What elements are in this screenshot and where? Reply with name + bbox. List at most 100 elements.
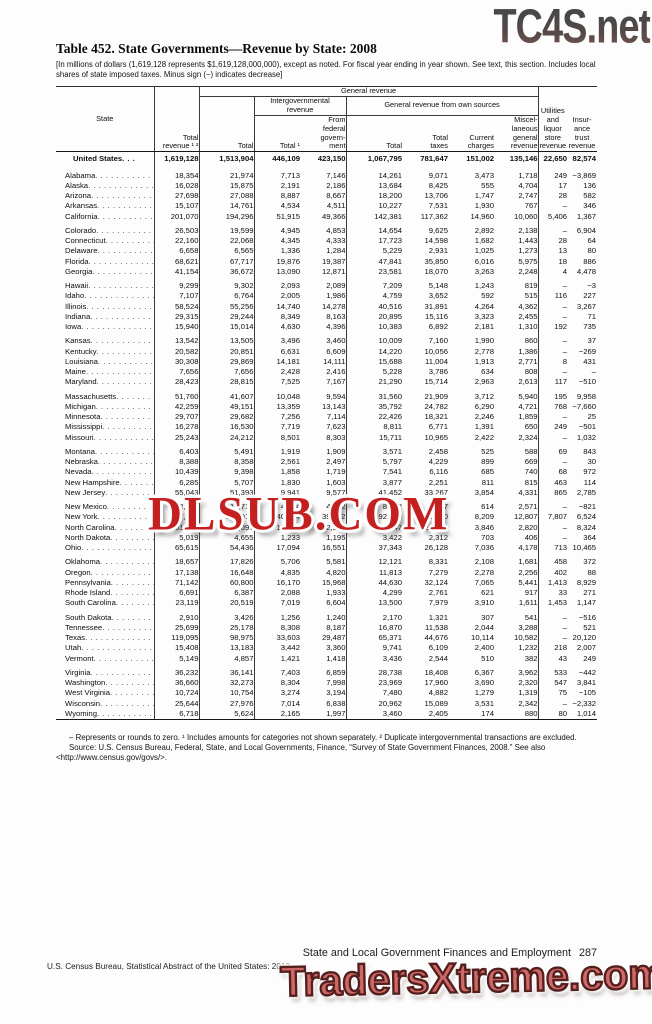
- value-cell: 2,138: [494, 225, 539, 237]
- value-cell: −7,660: [572, 401, 597, 411]
- value-cell: 15,968: [300, 577, 347, 589]
- value-cell: 23,581: [378, 266, 402, 276]
- value-cell: 1,014: [567, 708, 598, 721]
- value-cell: 6,892: [428, 322, 448, 332]
- state-label: Indiana: [56, 311, 155, 323]
- leader-dots: [98, 457, 154, 467]
- value-cell: 271: [583, 588, 597, 598]
- value-cell: 2,428: [280, 367, 300, 377]
- state-label: Alabama: [56, 170, 155, 181]
- value-cell: 382: [494, 653, 539, 664]
- value-cell: 28,815: [199, 377, 255, 388]
- value-cell: 2,186: [300, 180, 347, 192]
- value-cell: 18,070: [424, 266, 448, 276]
- value-cell: 24,782: [424, 401, 448, 411]
- value-cell: 1,421: [280, 653, 300, 663]
- col-header-intergov-total: Total ¹: [254, 115, 300, 153]
- value-cell: 7,979: [428, 598, 448, 608]
- value-cell: 6,109: [428, 643, 448, 653]
- value-cell: 7,525: [280, 377, 300, 387]
- state-label: Nebraska: [56, 457, 155, 468]
- value-cell: 3,846: [474, 522, 494, 532]
- value-cell: 4,857: [199, 653, 255, 664]
- col-header-own-sources: General revenue from own sources: [346, 96, 539, 116]
- value-cell: 1,284: [300, 246, 347, 257]
- value-cell: 9,299: [154, 281, 200, 292]
- value-cell: 2,251: [428, 477, 448, 487]
- value-cell: 32,124: [424, 577, 448, 587]
- value-cell: 35,792: [378, 401, 402, 411]
- value-cell: 14,278: [300, 301, 347, 312]
- value-cell: 13,143: [300, 401, 347, 413]
- value-cell: 9,577: [300, 487, 347, 499]
- value-cell: 36,672: [199, 266, 255, 278]
- value-cell: 1,418: [300, 653, 347, 664]
- value-cell: 6,403: [154, 446, 200, 458]
- value-cell: 20,120: [572, 633, 597, 643]
- value-cell: 7,807: [547, 512, 568, 522]
- value-cell: 621: [481, 588, 494, 598]
- value-cell: 17,138: [154, 567, 200, 578]
- value-cell: 6,367: [474, 667, 494, 677]
- value-cell: 2,342: [494, 698, 539, 709]
- state-label: Massachusetts: [56, 391, 155, 402]
- col-header-general-revenue: General revenue: [199, 86, 539, 97]
- state-label: Minnesota: [56, 412, 155, 423]
- value-cell: 402: [554, 567, 568, 577]
- value-cell: 1,273: [494, 246, 539, 257]
- value-cell: –: [562, 522, 568, 532]
- value-cell: 6,565: [199, 246, 255, 257]
- value-cell: 510: [481, 653, 494, 663]
- value-cell: 37: [587, 336, 597, 346]
- leader-dots: [100, 557, 153, 567]
- value-cell: 1,513,904: [199, 151, 255, 167]
- value-cell: 13,090: [276, 266, 300, 276]
- value-cell: 36,141: [199, 667, 255, 679]
- value-cell: 25: [587, 412, 597, 422]
- value-cell: 21,909: [424, 391, 448, 401]
- value-cell: 14,111: [300, 356, 347, 368]
- state-label: Alaska: [56, 180, 155, 192]
- leader-dots: [97, 246, 153, 256]
- value-cell: 174: [448, 708, 494, 721]
- state-label: Utah: [56, 643, 155, 654]
- value-cell: −3,869: [572, 170, 597, 180]
- value-cell: 5,707: [199, 477, 255, 488]
- leader-dots: [91, 191, 153, 201]
- value-cell: 195: [554, 391, 568, 401]
- value-cell: 2,820: [494, 522, 539, 533]
- page-header-line: State and Local Government Finances and …: [0, 947, 597, 959]
- value-cell: 88: [587, 567, 597, 577]
- col-header-current-charges: Current charges: [448, 115, 494, 153]
- leader-dots: [81, 643, 153, 653]
- state-label: North Carolina: [56, 522, 155, 533]
- col-header-utilities: Utilities and liquor store revenue: [538, 85, 568, 153]
- value-cell: 819: [494, 281, 539, 292]
- value-cell: 11,538: [425, 622, 448, 632]
- value-cell: 92,386: [378, 512, 402, 522]
- value-cell: −3: [587, 281, 597, 291]
- value-cell: 10,056: [424, 346, 448, 356]
- state-label: New Mexico: [56, 502, 155, 513]
- state-label: Pennsylvania: [56, 577, 155, 589]
- value-cell: 1,919: [280, 446, 300, 456]
- state-label: Delaware: [56, 246, 155, 257]
- value-cell: 3,531: [474, 698, 494, 708]
- value-cell: −821: [578, 502, 597, 512]
- value-cell: 5,019: [154, 532, 200, 544]
- value-cell: 51,393: [199, 487, 255, 499]
- value-cell: 10,048: [276, 391, 300, 401]
- value-cell: 12,895: [154, 502, 200, 513]
- value-cell: 4,945: [280, 225, 300, 235]
- value-cell: 30: [587, 457, 597, 467]
- value-cell: 1,719: [300, 467, 347, 478]
- value-cell: 80: [587, 246, 597, 256]
- value-cell: 2,892: [474, 225, 494, 235]
- value-cell: 10,724: [154, 688, 200, 699]
- value-cell: 2,455: [494, 311, 539, 323]
- value-cell: 4,331: [494, 487, 539, 499]
- state-label: Wisconsin: [56, 698, 155, 709]
- value-cell: 10,439: [154, 467, 200, 478]
- value-cell: 6,718: [154, 708, 200, 721]
